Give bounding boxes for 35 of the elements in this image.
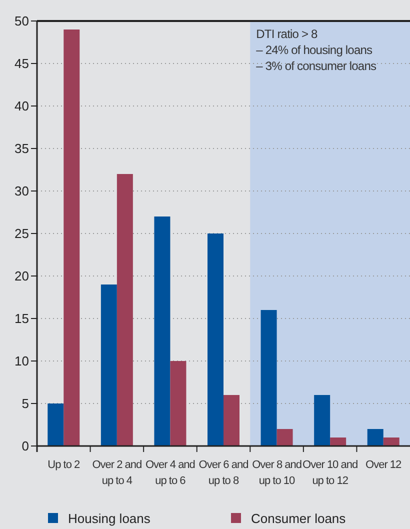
bar [383,438,400,446]
band-label: DTI ratio > 8 – 24% of housing loans – 3% of consumer loans [256,27,376,73]
y-tick-label: 45 [14,56,29,72]
x-tick-label: Over 4 and up to 6 [146,459,196,487]
bar [48,404,64,446]
bar [208,234,224,446]
bar [116,174,133,446]
bar [100,284,117,446]
y-tick-label: 5 [22,396,29,412]
y-tick-label: 40 [14,98,29,114]
x-tick-label: Up to 2 [48,459,80,471]
y-tick-label: 25 [14,226,29,242]
bar [260,310,277,446]
bar [367,429,384,446]
bar [224,395,240,446]
legend-label: Consumer loans [251,511,346,526]
y-tick-label: 30 [14,184,29,199]
y-tick-label: 20 [14,268,29,284]
y-tick-label: 35 [14,141,29,156]
bar [314,395,330,446]
y-tick-label: 0 [22,438,29,454]
bar [330,438,346,446]
x-tick-label: Over 10 and up to 12 [302,459,358,487]
bar [170,361,186,446]
legend-label: Housing loans [68,511,151,526]
y-tick-label: 10 [14,354,29,369]
x-tick-label: Over 6 and up to 8 [198,459,249,487]
bar [64,30,80,446]
y-tick-label: 15 [14,311,29,326]
y-tick-label: 50 [14,14,29,29]
bar [154,216,170,446]
x-tick-label: Over 12 [366,459,402,471]
x-tick-label: Over 8 and up to 10 [252,459,302,487]
x-tick-label: Over 2 and up to 4 [92,459,142,487]
bar [276,429,293,446]
